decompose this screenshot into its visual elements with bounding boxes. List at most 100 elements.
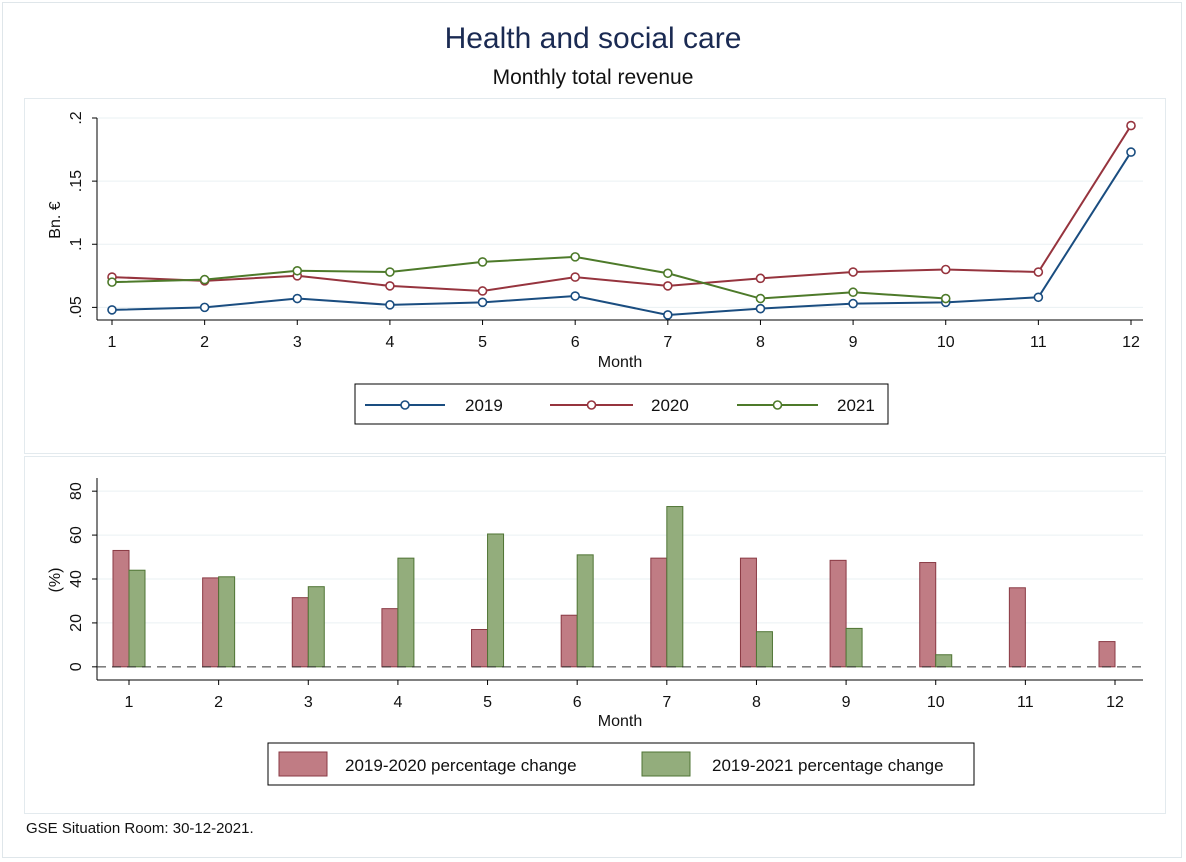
bar-2020-month-11: [1008, 587, 1026, 668]
data-point-2019: [292, 293, 303, 304]
data-point-2019: [663, 310, 673, 320]
data-point-2021: [477, 257, 488, 267]
line-x-tick-label: 4: [385, 334, 394, 351]
data-point-2019: [107, 305, 117, 315]
data-point-2019: [1126, 147, 1136, 157]
data-point-2019: [1033, 292, 1044, 303]
bar-2021-month-6: [576, 554, 594, 668]
legend-swatch-2021: [641, 751, 691, 777]
line-x-tick-label: 5: [478, 334, 487, 351]
bar-2020-month-6: [560, 614, 578, 668]
data-point-2021: [107, 277, 117, 287]
line-x-tick-label: 3: [293, 334, 302, 351]
data-point-2019: [199, 302, 210, 313]
data-point-2021: [385, 267, 395, 277]
bar-2020-month-5: [471, 629, 489, 668]
legend-label-2021: 2021: [837, 396, 875, 415]
data-point-2021: [940, 293, 951, 304]
bar-legend-box: [267, 742, 975, 786]
data-point-2020: [570, 272, 580, 282]
legend-label-2019-2020: 2019-2020 percentage change: [345, 756, 577, 775]
data-point-2021: [292, 265, 303, 276]
line-y-tick-label: .15: [68, 170, 85, 192]
chart-title: Health and social care: [444, 22, 742, 55]
line-y-tick-label: .05: [68, 296, 85, 318]
line-x-tick-label: 12: [1122, 334, 1140, 351]
line-x-tick-label: 11: [1030, 334, 1047, 351]
bar-y-tick-label: 0: [68, 662, 85, 671]
bar-2020-month-2: [202, 577, 220, 668]
bar-2021-month-8: [755, 631, 773, 668]
data-point-2021: [663, 268, 673, 279]
bar-x-tick-label: 6: [573, 694, 582, 711]
bar-x-tick-label: 12: [1106, 694, 1124, 711]
bar-x-tick-label: 11: [1017, 694, 1034, 711]
legend-label-2019: 2019: [465, 396, 503, 415]
bar-2021-month-4: [397, 557, 415, 668]
series-line-2020: [111, 125, 1132, 292]
data-point-2020: [1126, 120, 1136, 131]
line-y-tick-label: .2: [68, 111, 85, 124]
line-x-tick-label: 8: [756, 334, 765, 351]
bar-2020-month-4: [381, 608, 399, 668]
data-point-2019: [848, 298, 858, 309]
bar-2020-month-8: [739, 557, 757, 668]
bar-x-tick-label: 8: [752, 694, 761, 711]
bar-x-tick-label: 9: [842, 694, 851, 711]
legend-swatch-2020: [278, 751, 328, 777]
bar-2021-month-10: [935, 654, 953, 668]
data-point-2020: [848, 267, 858, 277]
data-point-2021: [755, 293, 766, 304]
line-x-tick-label: 7: [663, 334, 672, 351]
bar-y-axis-label: (%): [47, 568, 64, 593]
legend-marker-2021: [772, 400, 783, 410]
series-line-2019: [111, 151, 1132, 316]
line-y-axis-label: Bn. €: [47, 201, 64, 238]
bar-2020-month-9: [829, 559, 847, 668]
bar-2021-month-5: [487, 533, 505, 668]
bar-2021-month-2: [218, 576, 236, 668]
bar-y-tick-label: 40: [68, 570, 85, 588]
bar-y-tick-label: 20: [68, 614, 85, 632]
data-point-2020: [477, 286, 488, 296]
data-point-2020: [385, 281, 395, 291]
bar-2021-month-1: [128, 569, 146, 668]
bar-x-tick-label: 7: [662, 694, 671, 711]
bar-2020-month-10: [919, 562, 937, 668]
line-x-tick-label: 6: [571, 334, 580, 351]
line-x-tick-label: 9: [849, 334, 858, 351]
bar-2020-month-3: [291, 597, 309, 668]
data-point-2020: [755, 273, 766, 284]
data-point-2021: [570, 252, 580, 262]
legend-marker-2019: [400, 400, 410, 410]
bar-x-tick-label: 3: [304, 694, 313, 711]
bar-x-tick-label: 4: [393, 694, 402, 711]
source-note: GSE Situation Room: 30-12-2021.: [26, 820, 254, 837]
data-point-2021: [848, 287, 858, 298]
bar-2020-month-12: [1098, 641, 1116, 668]
bar-2021-month-9: [845, 627, 863, 668]
data-point-2020: [940, 264, 951, 275]
line-x-tick-label: 2: [200, 334, 209, 351]
line-x-tick-label: 1: [108, 334, 117, 351]
bar-x-tick-label: 1: [125, 694, 134, 711]
data-point-2019: [385, 300, 395, 310]
bar-x-tick-label: 10: [927, 694, 945, 711]
data-point-2019: [570, 291, 580, 301]
data-point-2021: [199, 274, 210, 285]
series-line-2021: [111, 255, 946, 300]
legend-label-2020: 2020: [651, 396, 689, 415]
bar-2020-month-1: [112, 549, 130, 668]
line-x-axis-label: Month: [598, 354, 642, 371]
bar-2021-month-7: [666, 506, 684, 668]
bar-x-tick-label: 2: [214, 694, 223, 711]
line-y-tick-label: .1: [68, 237, 85, 250]
bar-y-tick-label: 80: [68, 482, 85, 500]
bar-2021-month-3: [307, 586, 325, 668]
bar-x-axis-label: Month: [598, 713, 642, 730]
